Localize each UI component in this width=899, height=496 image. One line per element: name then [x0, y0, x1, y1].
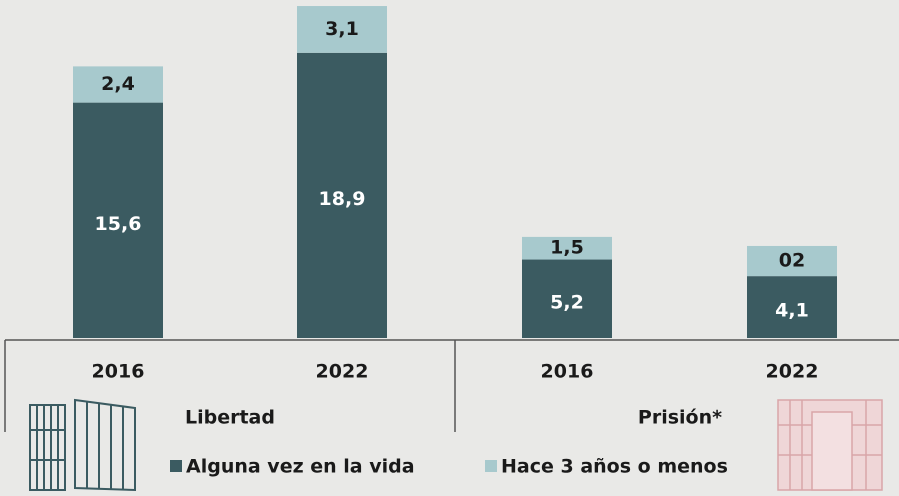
data-label: 4,1: [775, 300, 809, 322]
data-label: 18,9: [319, 188, 366, 210]
legend-swatch: [485, 460, 497, 472]
data-label: 02: [779, 250, 805, 272]
group-label: Prisión*: [638, 407, 722, 429]
legend-label: Alguna vez en la vida: [186, 456, 415, 478]
chart: 2016 15,6 2,4 2022 18,9 3,1 2016 5,2 1,5 2022 4,1 0…: [0, 0, 899, 496]
legend-swatch: [170, 460, 182, 472]
x-tick-label: 2016: [541, 361, 594, 383]
data-label: 3,1: [325, 18, 359, 40]
data-label: 2,4: [101, 73, 135, 95]
data-label: 5,2: [550, 291, 584, 313]
x-tick-label: 2016: [92, 361, 145, 383]
cell-icon: [778, 400, 882, 490]
group-label: Libertad: [185, 407, 275, 429]
x-tick-label: 2022: [316, 361, 369, 383]
legend-label: Hace 3 años o menos: [501, 456, 728, 478]
x-tick-label: 2022: [766, 361, 819, 383]
data-label: 1,5: [550, 237, 584, 259]
data-label: 15,6: [95, 213, 142, 235]
